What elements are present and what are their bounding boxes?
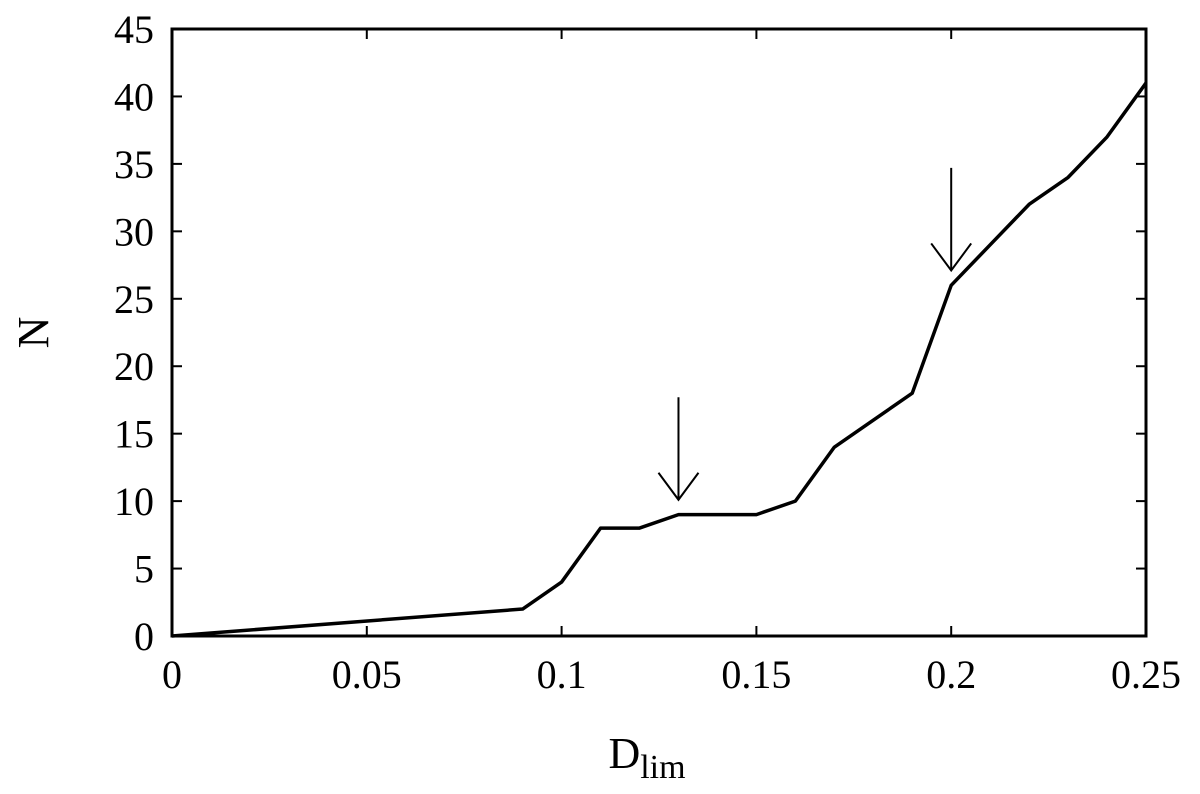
y-tick-label: 0 (134, 614, 154, 659)
x-tick-label: 0.1 (537, 652, 587, 697)
tick-labels-layer: 0 0.05 0.1 0.15 0.2 0.25 0 5 10 15 20 25 30 35 40 45 (114, 7, 1181, 697)
y-tick-label: 25 (114, 277, 154, 322)
y-tick-label: 30 (114, 209, 154, 254)
x-tick-label: 0.05 (332, 652, 402, 697)
y-tick-label: 10 (114, 479, 154, 524)
annotation-layer (657, 167, 973, 502)
y-tick-label: 5 (134, 547, 154, 592)
arrow-head (930, 242, 973, 273)
x-axis-title-main: D (608, 729, 640, 778)
ticks-layer (171, 28, 1147, 637)
x-tick-label: 0.15 (721, 652, 791, 697)
x-axis-title: Dlim (608, 729, 685, 786)
x-tick-label: 0.2 (926, 652, 976, 697)
plot-frame (170, 27, 1148, 638)
x-tick-label: 0 (162, 652, 182, 697)
arrow-annotation (930, 167, 973, 273)
y-axis-title: N (9, 317, 58, 349)
x-axis-title-subscript: lim (640, 749, 685, 786)
series-line (171, 81, 1148, 638)
y-tick-label: 20 (114, 344, 154, 389)
x-tick-label: 0.25 (1111, 652, 1181, 697)
y-tick-label: 40 (114, 74, 154, 119)
y-tick-label: 15 (114, 412, 154, 457)
y-tick-label: 35 (114, 142, 154, 187)
arrow-head (657, 472, 700, 502)
series-layer (171, 81, 1148, 638)
y-tick-label: 45 (114, 7, 154, 52)
arrow-annotation (657, 397, 700, 502)
